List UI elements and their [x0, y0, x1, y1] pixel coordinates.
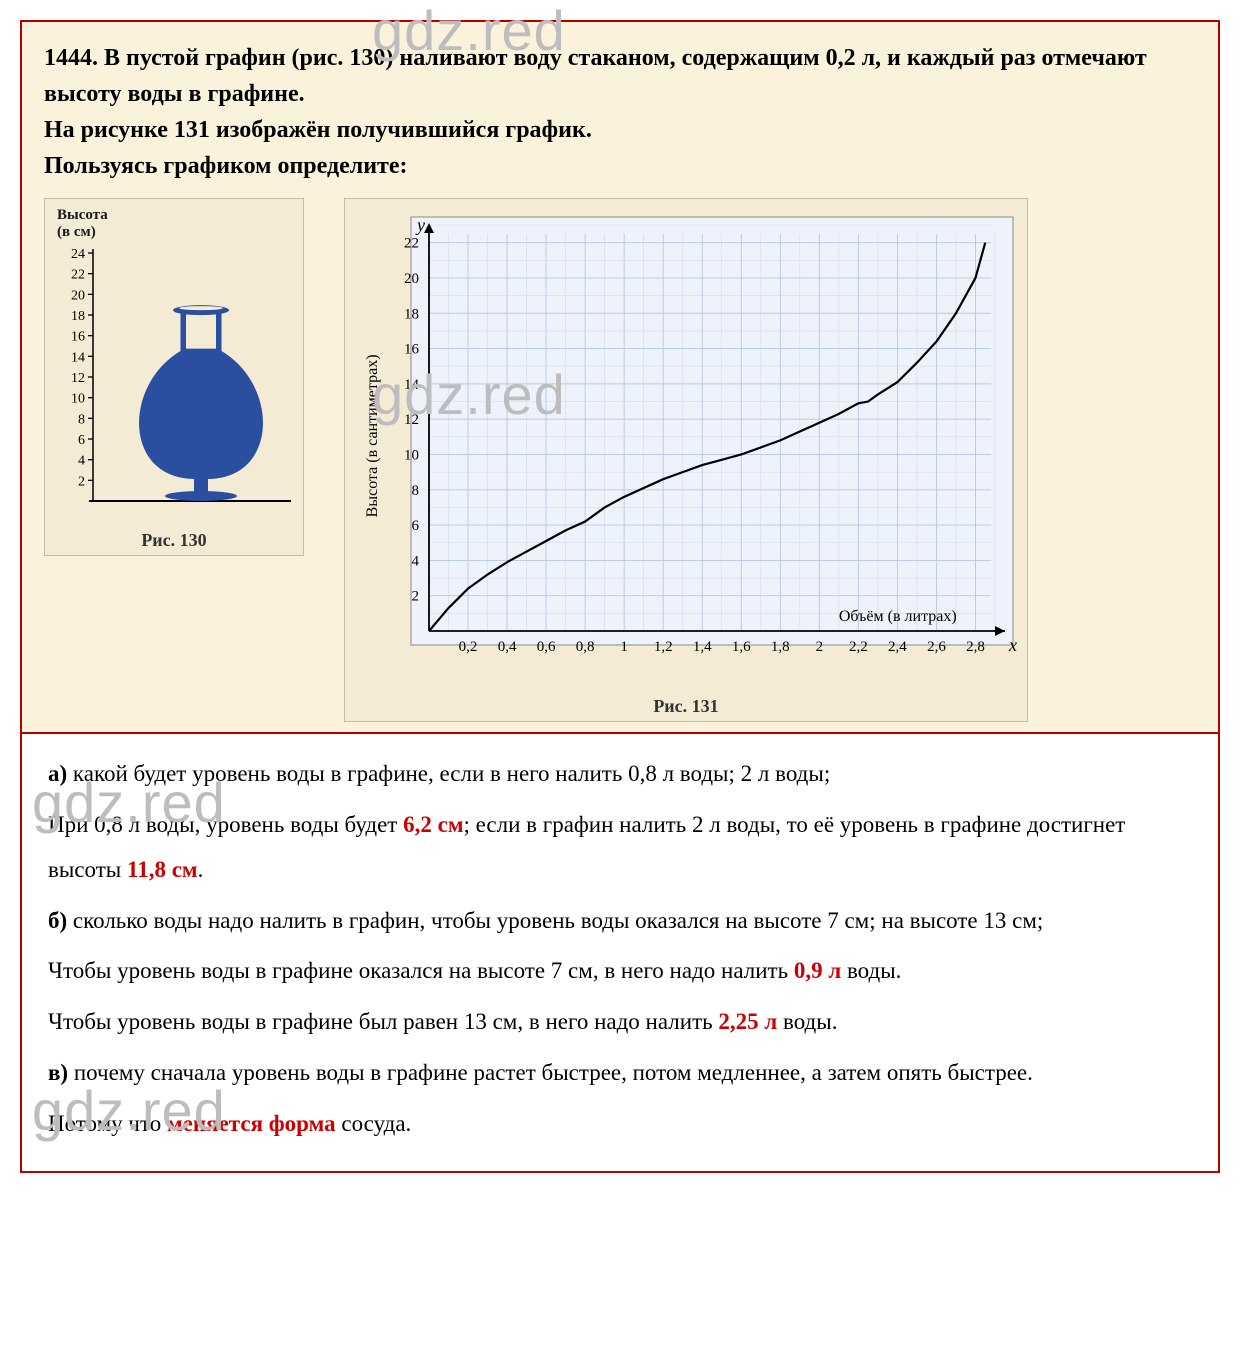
answer-b-text1: Чтобы уровень воды в графине оказался на… — [48, 949, 1192, 994]
figures-row: Высота (в см) 24222018161412108642 Рис. … — [44, 198, 1196, 722]
problem-line1: В пустой графин (рис. 130) наливают воду… — [44, 45, 1147, 107]
svg-text:2,4: 2,4 — [888, 639, 907, 655]
problem-number: 1444. — [44, 45, 98, 71]
fig130-svg: 24 22 20 18 16 14 12 10 8 6 4 2 — [51, 241, 297, 521]
svg-text:1,8: 1,8 — [771, 639, 790, 655]
label-b: б) — [48, 908, 67, 933]
problem-cell: gdz.red gdz.red 1444. В пустой графин (р… — [22, 22, 1218, 734]
svg-text:20: 20 — [404, 271, 419, 287]
svg-text:18: 18 — [71, 309, 85, 324]
answer-b-question: б) сколько воды надо налить в графин, чт… — [48, 899, 1192, 944]
svg-text:12: 12 — [71, 371, 85, 386]
fig130-ylabel: Высота (в см) — [57, 207, 297, 241]
svg-text:8: 8 — [78, 412, 85, 427]
svg-text:20: 20 — [71, 288, 85, 303]
answer-c-value: меняется форма — [167, 1111, 336, 1136]
problem-line3: Пользуясь графиком определите: — [44, 153, 408, 179]
svg-text:12: 12 — [404, 412, 419, 428]
svg-text:2: 2 — [816, 639, 824, 655]
svg-text:4: 4 — [412, 553, 420, 569]
problem-line2: На рисунке 131 изображён получившийся гр… — [44, 117, 592, 143]
answer-a-question: а) какой будет уровень воды в графине, е… — [48, 752, 1192, 797]
svg-text:2,2: 2,2 — [849, 639, 868, 655]
answer-a-value2: 11,8 см — [127, 857, 198, 882]
answer-c-question: в) почему сначала уровень воды в графине… — [48, 1051, 1192, 1096]
svg-text:6: 6 — [412, 518, 420, 534]
answer-b-text2: Чтобы уровень воды в графине был равен 1… — [48, 1000, 1192, 1045]
answer-c-text: Потому что меняется форма сосуда. — [48, 1102, 1192, 1147]
svg-text:4: 4 — [78, 454, 85, 469]
svg-text:Объём (в литрах): Объём (в литрах) — [839, 608, 957, 625]
svg-text:1,4: 1,4 — [693, 639, 712, 655]
answer-a-text: При 0,8 л воды, уровень воды будет 6,2 с… — [48, 803, 1192, 893]
svg-text:y: y — [415, 215, 425, 235]
fig131-caption: Рис. 131 — [351, 696, 1021, 717]
svg-text:1: 1 — [620, 639, 628, 655]
answer-a-value1: 6,2 см — [403, 812, 463, 837]
svg-text:10: 10 — [404, 447, 419, 463]
svg-text:22: 22 — [404, 236, 419, 252]
problem-statement: 1444. В пустой графин (рис. 130) наливаю… — [44, 40, 1196, 184]
fig130-caption: Рис. 130 — [51, 530, 297, 551]
svg-text:2: 2 — [412, 589, 420, 605]
svg-text:2,8: 2,8 — [966, 639, 985, 655]
svg-text:8: 8 — [412, 483, 420, 499]
fig131-svg: 0,2 0,4 0,6 0,8 1 1,2 1,4 1,6 1,8 2 2,2 2,4 2,6 2,8 2 4… — [351, 207, 1021, 687]
document-frame: gdz.red gdz.red 1444. В пустой графин (р… — [20, 20, 1220, 1173]
svg-text:Высота (в сантиметрах): Высота (в сантиметрах) — [364, 354, 381, 517]
svg-text:1,2: 1,2 — [654, 639, 673, 655]
svg-text:2: 2 — [78, 474, 85, 489]
svg-text:0,8: 0,8 — [576, 639, 595, 655]
svg-text:0,6: 0,6 — [537, 639, 556, 655]
svg-text:10: 10 — [71, 392, 85, 407]
svg-text:24: 24 — [71, 247, 85, 262]
svg-text:14: 14 — [71, 350, 85, 365]
svg-text:18: 18 — [404, 306, 419, 322]
label-c: в) — [48, 1060, 68, 1085]
answers-cell: gdz.red gdz.red а) какой будет уровень в… — [22, 734, 1218, 1171]
svg-text:14: 14 — [404, 377, 420, 393]
svg-text:22: 22 — [71, 268, 85, 283]
svg-text:2,6: 2,6 — [927, 639, 946, 655]
figure-131: 0,2 0,4 0,6 0,8 1 1,2 1,4 1,6 1,8 2 2,2 2,4 2,6 2,8 2 4… — [344, 198, 1028, 722]
answer-b-value2: 2,25 л — [718, 1009, 777, 1034]
svg-text:16: 16 — [71, 330, 85, 345]
svg-text:0,2: 0,2 — [459, 639, 478, 655]
svg-text:x: x — [1008, 635, 1017, 655]
label-a: а) — [48, 761, 67, 786]
figure-130: Высота (в см) 24 22 20 18 16 14 12 10 8 6 4 2 Рис. … — [44, 198, 304, 556]
svg-text:0,4: 0,4 — [498, 639, 517, 655]
svg-text:6: 6 — [78, 433, 85, 448]
svg-text:16: 16 — [404, 342, 420, 358]
svg-text:1,6: 1,6 — [732, 639, 751, 655]
answer-b-value1: 0,9 л — [794, 958, 841, 983]
